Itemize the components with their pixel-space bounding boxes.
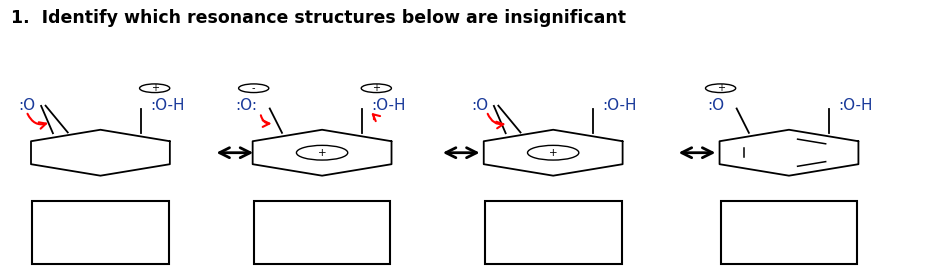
- Bar: [721, 201, 857, 263]
- Text: :O: :O: [708, 98, 725, 113]
- Text: +: +: [717, 83, 725, 93]
- Text: :O-H: :O-H: [838, 98, 873, 113]
- Text: :O-H: :O-H: [372, 98, 406, 113]
- Text: 1.  Identify which resonance structures below are insignificant: 1. Identify which resonance structures b…: [10, 10, 626, 28]
- Bar: [254, 201, 391, 263]
- Text: :O-H: :O-H: [150, 98, 184, 113]
- Bar: [32, 201, 168, 263]
- Text: :O: :O: [19, 98, 36, 113]
- Text: :O:: :O:: [236, 98, 257, 113]
- Text: -: -: [252, 83, 255, 93]
- Text: +: +: [150, 83, 159, 93]
- Bar: [484, 201, 622, 263]
- Text: :O-H: :O-H: [603, 98, 638, 113]
- Text: +: +: [549, 148, 557, 158]
- Text: +: +: [318, 148, 326, 158]
- Text: +: +: [373, 83, 380, 93]
- Text: :O: :O: [471, 98, 488, 113]
